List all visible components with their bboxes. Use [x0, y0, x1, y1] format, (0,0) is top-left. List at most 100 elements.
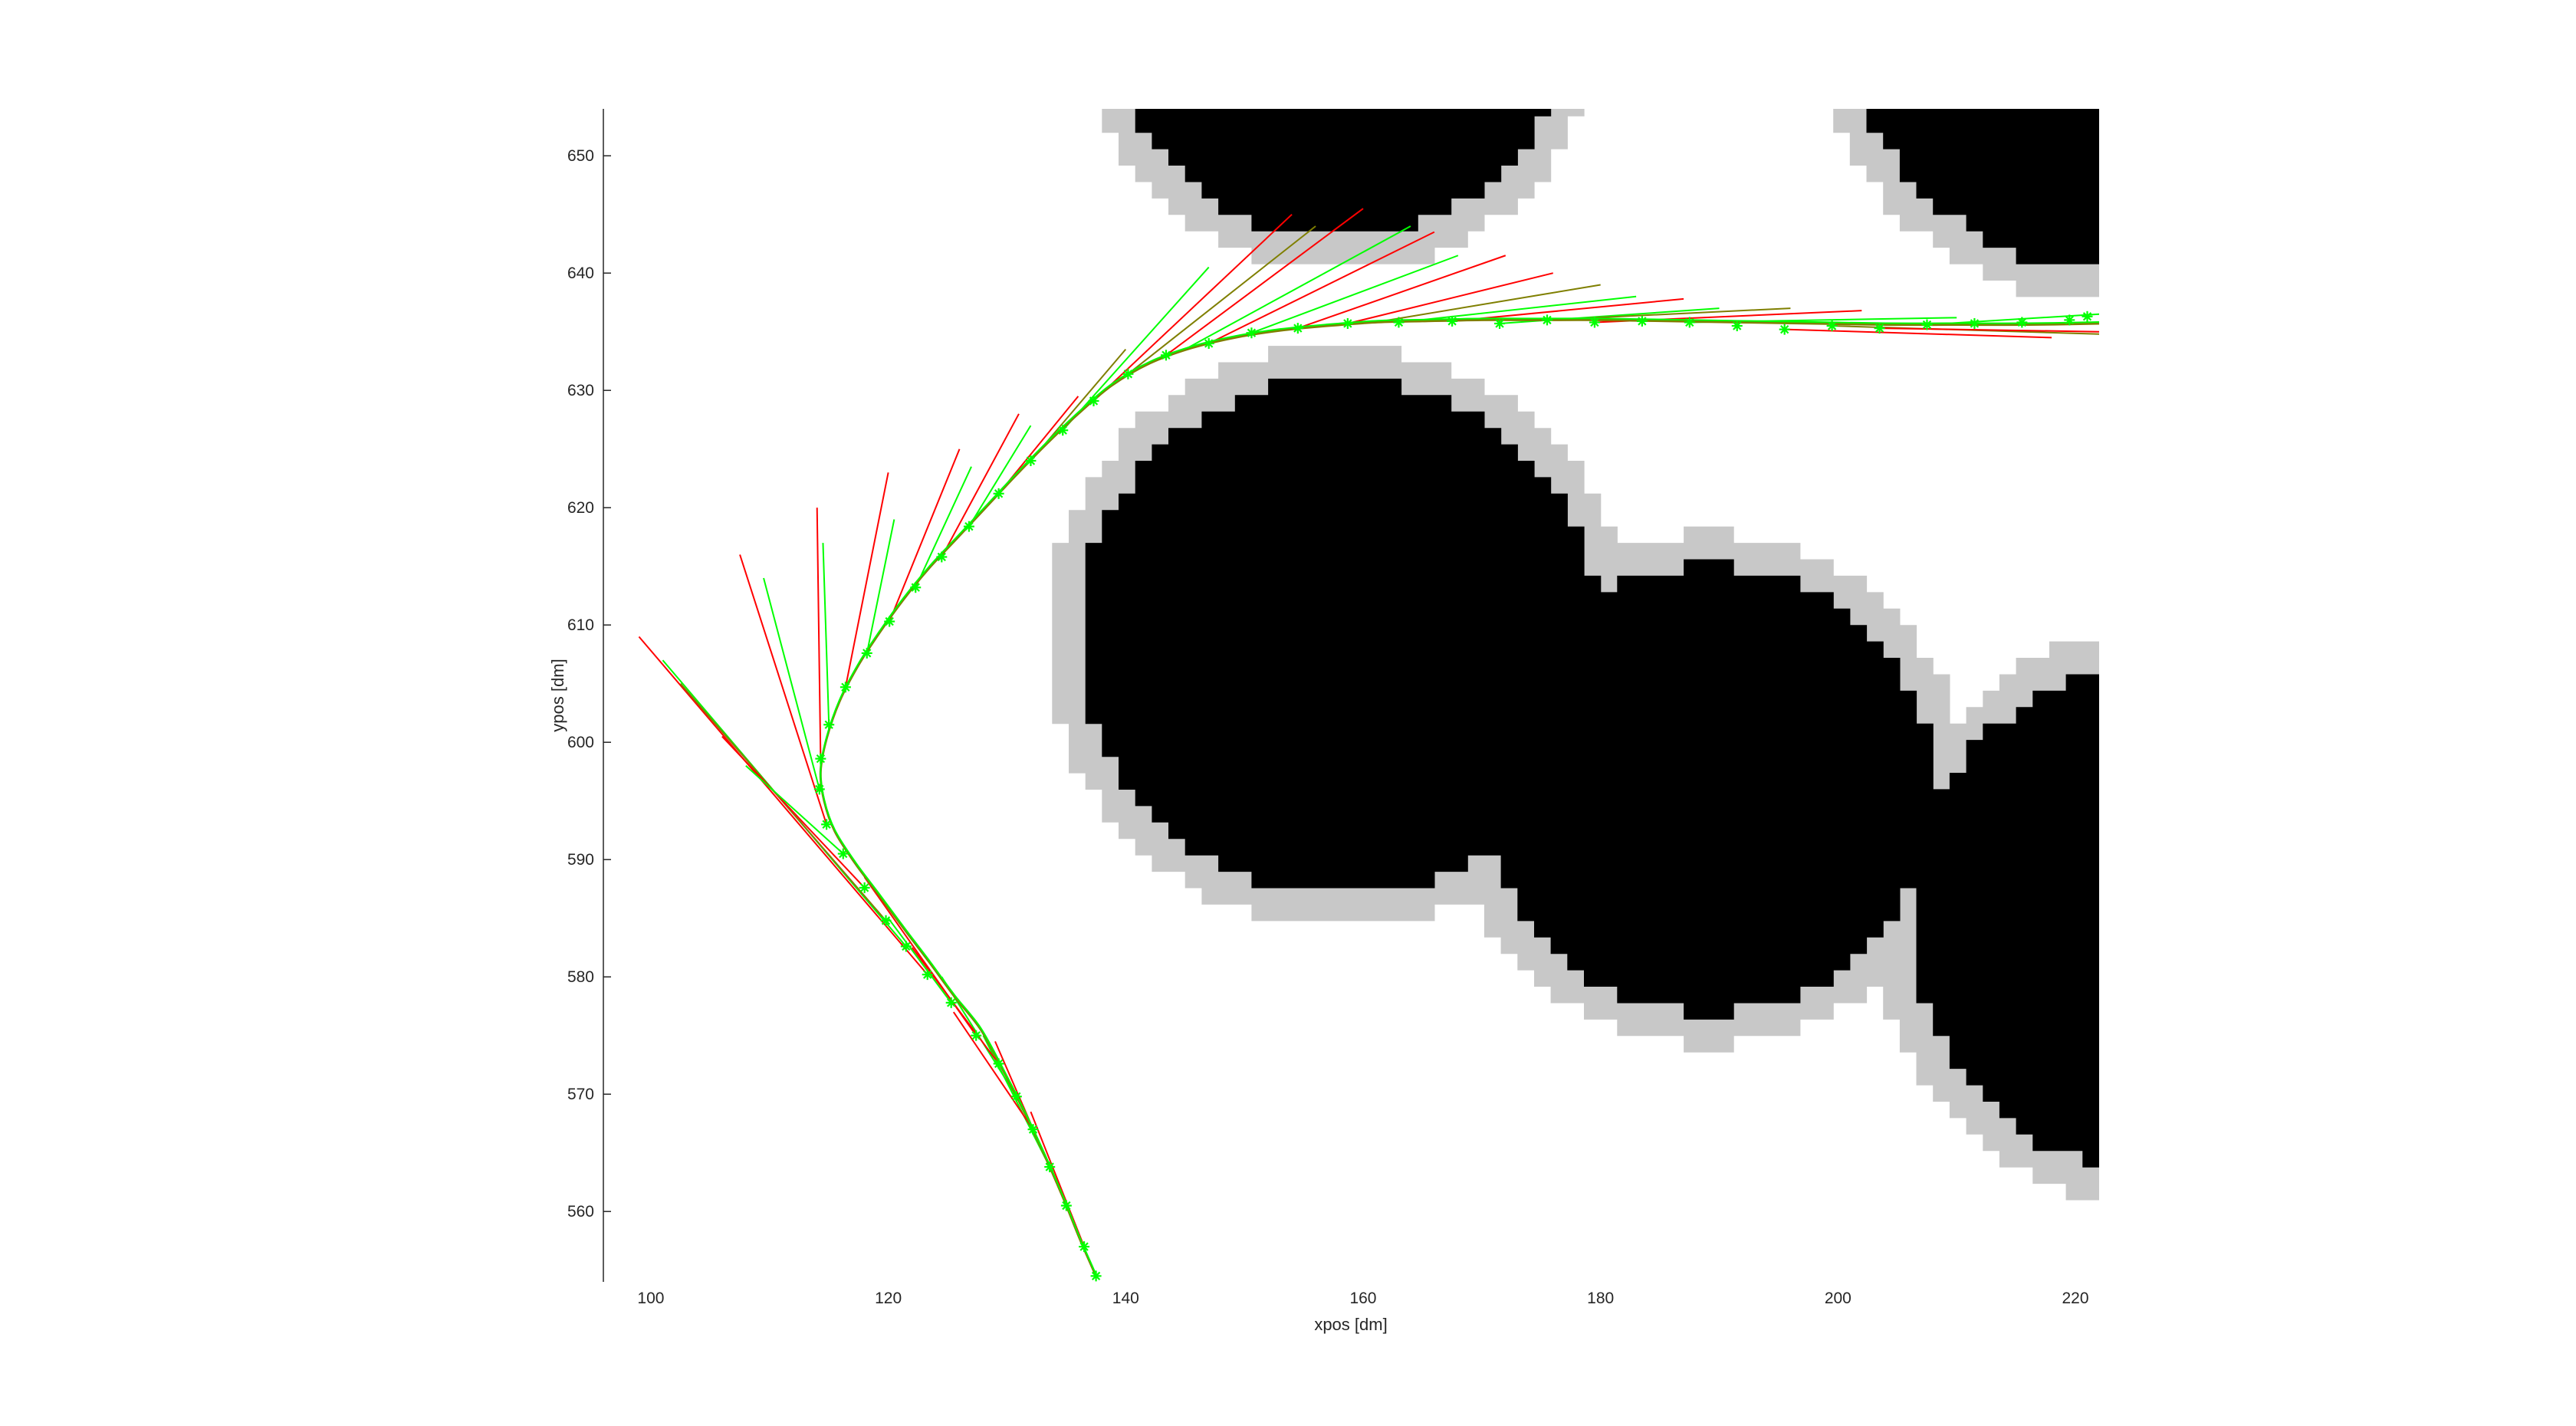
- path-marker: [821, 819, 833, 830]
- prediction-ray: [1208, 231, 1435, 344]
- path-marker: [1874, 323, 1885, 334]
- axes: 100 120 140 160 180 200 220 560 570 580 590 600 610 6…: [567, 109, 2089, 1307]
- path-marker: [1090, 1270, 1102, 1282]
- path-marker: [1779, 324, 1790, 335]
- prediction-ray: [952, 1011, 1034, 1130]
- path-marker: [1731, 320, 1743, 332]
- path-marker: [936, 551, 948, 563]
- y-tick-label: 620: [567, 499, 594, 517]
- path-marker: [900, 941, 912, 952]
- x-tick-label: 100: [637, 1290, 664, 1307]
- path-marker: [971, 1030, 982, 1041]
- path-marker: [1342, 317, 1353, 329]
- path-marker: [840, 682, 851, 693]
- prediction-ray: [866, 519, 895, 654]
- path-marker: [1494, 317, 1506, 329]
- y-axis-title: ypos [dm]: [548, 659, 567, 731]
- path-marker: [837, 848, 849, 859]
- path-marker: [1044, 1162, 1056, 1173]
- path-marker: [1027, 1124, 1039, 1135]
- prediction-ray: [638, 636, 928, 975]
- path-marker: [1057, 425, 1069, 436]
- path-marker: [1589, 317, 1600, 328]
- x-tick-label: 140: [1112, 1290, 1139, 1307]
- y-tick-label: 570: [567, 1086, 594, 1103]
- x-tick-label: 160: [1349, 1290, 1376, 1307]
- prediction-ray: [1347, 272, 1553, 324]
- prediction-ray: [889, 449, 961, 622]
- prediction-ray: [1127, 225, 1316, 375]
- path-marker: [859, 882, 870, 893]
- path-marker: [1088, 395, 1099, 406]
- prediction-ray: [739, 554, 828, 825]
- executed-path: [819, 317, 2099, 1276]
- prediction-ray: [915, 466, 972, 588]
- path-marker: [1541, 314, 1552, 326]
- path-marker: [2082, 310, 2093, 322]
- path-marker: [963, 521, 974, 532]
- prediction-ray: [1251, 255, 1459, 334]
- path-marker: [1393, 317, 1405, 328]
- path-marker: [1826, 320, 1838, 332]
- path-marker: [945, 997, 957, 1008]
- prediction-ray: [941, 413, 1020, 557]
- path-marker: [1160, 350, 1171, 361]
- path-marker: [1246, 327, 1257, 339]
- x-tick-label: 200: [1825, 1290, 1852, 1307]
- x-axis-title: xpos [dm]: [1314, 1315, 1387, 1334]
- y-tick-label: 560: [567, 1203, 594, 1221]
- y-tick-label: 610: [567, 616, 594, 634]
- prediction-ray: [1398, 295, 1637, 324]
- path-marker: [922, 969, 933, 981]
- path-marker: [880, 915, 892, 926]
- prediction-ray: [763, 577, 820, 790]
- y-tick-label: 630: [567, 382, 594, 399]
- y-tick-label: 580: [567, 968, 594, 986]
- path-line: [820, 317, 2099, 1275]
- path-marker: [910, 582, 922, 593]
- prediction-ray: [1879, 327, 2099, 333]
- path-marker: [1203, 338, 1214, 349]
- path-marker: [1684, 317, 1695, 328]
- prediction-ray: [968, 425, 1032, 527]
- path-marker: [815, 753, 826, 764]
- prediction-ray: [745, 765, 844, 855]
- path-marker: [1921, 319, 1933, 330]
- path-marker: [823, 719, 835, 731]
- path-marker: [2016, 317, 2028, 328]
- prediction-ray: [1452, 297, 1684, 322]
- predicted-trajectories: [638, 208, 2099, 1247]
- path-marker: [1447, 315, 1458, 327]
- y-tick-label: 650: [567, 147, 594, 165]
- path-marker: [993, 1058, 1004, 1070]
- y-tick-label: 640: [567, 264, 594, 282]
- path-marker: [861, 647, 872, 659]
- prediction-ray: [822, 543, 830, 725]
- path-marker: [1079, 1241, 1090, 1253]
- prediction-ray: [887, 918, 952, 1004]
- y-tick-label: 590: [567, 851, 594, 869]
- path-marker: [1969, 317, 1980, 329]
- path-markers: [813, 310, 2093, 1282]
- path-marker: [993, 488, 1004, 499]
- x-tick-label: 120: [875, 1290, 902, 1307]
- prediction-ray: [1165, 208, 1364, 356]
- x-tick-label: 220: [2062, 1290, 2089, 1307]
- path-marker: [813, 784, 825, 795]
- prediction-ray: [863, 876, 978, 1037]
- prediction-ray: [1375, 284, 1601, 324]
- prediction-ray: [721, 735, 866, 889]
- prediction-ray: [844, 472, 889, 688]
- path-marker: [2064, 314, 2075, 326]
- path-line-shadow: [819, 318, 2099, 1276]
- path-marker: [1025, 455, 1037, 466]
- prediction-ray: [1184, 225, 1411, 350]
- y-tick-label: 600: [567, 734, 594, 751]
- x-tick-label: 180: [1587, 1290, 1614, 1307]
- prediction-ray: [816, 508, 822, 759]
- prediction-ray: [1092, 213, 1293, 402]
- occupancy-map: [1052, 109, 2099, 1201]
- path-marker: [884, 616, 895, 627]
- inflation-zone: [1052, 109, 2099, 1201]
